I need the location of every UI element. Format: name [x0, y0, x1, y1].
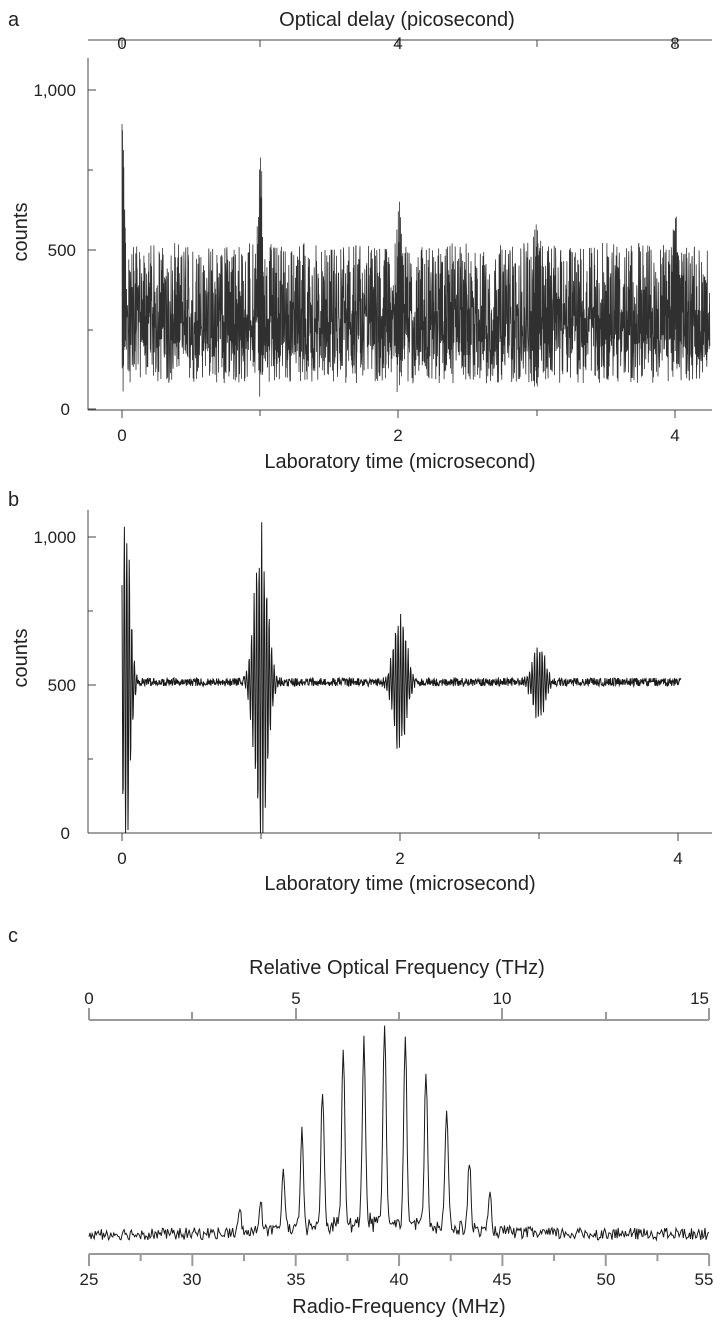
panel-b-y-tick-label-0: 0 [61, 824, 70, 843]
panel-a-x-axis-title: Laboratory time (microsecond) [264, 451, 535, 473]
panel-b-series-line [121, 522, 682, 834]
panel-a-top-tick-label-0: 0 [117, 34, 126, 53]
panel-a-top-axis-ticks [121, 40, 676, 47]
panel-a-x-tick-label-0: 0 [117, 426, 126, 445]
panel-a-y-tick-label-1000: 1,000 [33, 81, 76, 100]
panel-b-y-tick-label-500: 500 [48, 676, 76, 695]
panel-a-y-tick-label-0: 0 [61, 400, 70, 419]
panel-c-label: c [8, 925, 18, 947]
panel-a-y-ticks [88, 89, 96, 410]
panel-c-top-tick-label-10: 10 [493, 989, 512, 1008]
panel-a-top-tick-label-4: 4 [393, 34, 402, 53]
panel-a-x-tick-label-4: 4 [670, 426, 679, 445]
panel-c-x-tick-label-50: 50 [597, 1270, 616, 1289]
panel-a-label: a [8, 9, 20, 31]
panel-b-y-axis-title: counts [10, 629, 32, 688]
panel-b-x-ticks [121, 833, 679, 841]
panel-c-x-tick-label-35: 35 [287, 1270, 306, 1289]
panel-c-x-tick-label-40: 40 [390, 1270, 409, 1289]
panel-b-x-tick-label-0: 0 [117, 849, 126, 868]
panel-c-top-tick-label-5: 5 [291, 989, 300, 1008]
panel-c-top-tick-label-0: 0 [84, 989, 93, 1008]
panel-c-x-ticks [88, 1254, 711, 1266]
panel-b-x-tick-label-2: 2 [395, 849, 404, 868]
panel-a-series-line [121, 123, 711, 397]
panel-c-series-line [88, 1025, 710, 1242]
panel-c: c Relative Optical Frequency (THz) 0 5 1… [8, 925, 713, 1318]
panel-b-y-ticks [88, 536, 96, 834]
panel-c-x-tick-label-25: 25 [80, 1270, 99, 1289]
panel-a-y-axis-title: counts [10, 203, 32, 262]
panel-a-top-axis-title: Optical delay (picosecond) [279, 9, 515, 31]
panel-a-x-ticks [121, 410, 676, 418]
panel-c-top-axis-title: Relative Optical Frequency (THz) [249, 957, 545, 979]
panel-a-y-tick-label-500: 500 [48, 241, 76, 260]
panel-b-x-tick-label-4: 4 [673, 849, 682, 868]
panel-b: b 0 500 1,000 counts 0 2 4 Laboratory ti… [8, 489, 712, 895]
panel-a: a Optical delay (picosecond) 0 4 8 0 500… [8, 9, 712, 473]
panel-c-x-tick-label-30: 30 [183, 1270, 202, 1289]
panel-c-top-tick-label-15: 15 [690, 989, 709, 1008]
panel-a-top-tick-label-8: 8 [670, 34, 679, 53]
panel-b-label: b [8, 489, 19, 511]
panel-c-x-axis-title: Radio-Frequency (MHz) [292, 1296, 505, 1318]
panel-c-x-tick-label-45: 45 [493, 1270, 512, 1289]
panel-b-y-tick-label-1000: 1,000 [33, 528, 76, 547]
panel-c-top-axis-ticks [88, 1008, 710, 1020]
panel-b-x-axis-title: Laboratory time (microsecond) [264, 873, 535, 895]
panel-a-x-tick-label-2: 2 [393, 426, 402, 445]
panel-c-x-tick-label-55: 55 [695, 1270, 714, 1289]
